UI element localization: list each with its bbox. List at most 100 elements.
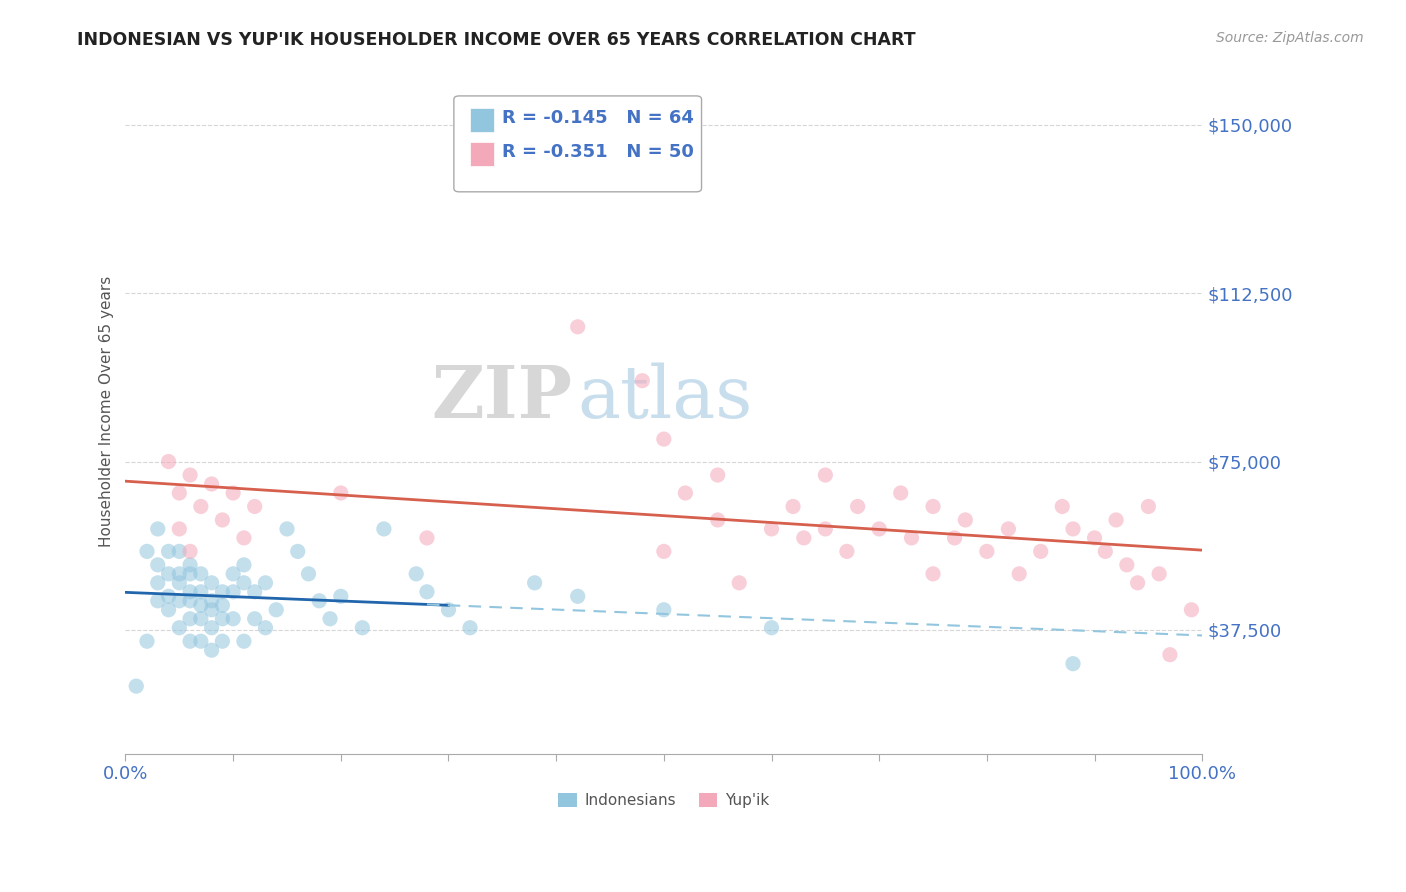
Point bbox=[169, 594, 191, 608]
Y-axis label: Householder Income Over 65 years: Householder Income Over 65 years bbox=[100, 276, 114, 547]
Point bbox=[190, 599, 212, 613]
Point bbox=[297, 566, 319, 581]
Point bbox=[1115, 558, 1137, 572]
Point bbox=[232, 531, 254, 545]
FancyBboxPatch shape bbox=[470, 108, 494, 132]
Point bbox=[1094, 544, 1116, 558]
Point bbox=[157, 590, 180, 604]
Point bbox=[211, 634, 233, 648]
Point bbox=[179, 584, 201, 599]
Point bbox=[179, 634, 201, 648]
Point bbox=[211, 599, 233, 613]
Point bbox=[1062, 657, 1084, 671]
Point bbox=[179, 468, 201, 483]
Point bbox=[222, 566, 245, 581]
Point bbox=[782, 500, 804, 514]
Point bbox=[157, 603, 180, 617]
Point bbox=[631, 374, 654, 388]
Point bbox=[1180, 603, 1202, 617]
Point bbox=[169, 621, 191, 635]
FancyBboxPatch shape bbox=[454, 96, 702, 192]
Point bbox=[190, 612, 212, 626]
Point bbox=[169, 544, 191, 558]
Point bbox=[437, 603, 460, 617]
Point bbox=[373, 522, 395, 536]
Point bbox=[190, 500, 212, 514]
Point bbox=[222, 584, 245, 599]
Point bbox=[179, 566, 201, 581]
Point bbox=[416, 584, 439, 599]
Point bbox=[793, 531, 815, 545]
Point bbox=[287, 544, 309, 558]
Point bbox=[1126, 575, 1149, 590]
Point bbox=[1083, 531, 1105, 545]
Text: R = -0.145   N = 64: R = -0.145 N = 64 bbox=[502, 109, 695, 127]
Text: R = -0.351   N = 50: R = -0.351 N = 50 bbox=[502, 143, 695, 161]
Point bbox=[169, 486, 191, 500]
Point bbox=[319, 612, 342, 626]
Point bbox=[190, 634, 212, 648]
Point bbox=[567, 590, 589, 604]
Point bbox=[179, 544, 201, 558]
Point bbox=[761, 621, 783, 635]
Point bbox=[900, 531, 922, 545]
Point bbox=[276, 522, 298, 536]
Point bbox=[157, 566, 180, 581]
Point bbox=[211, 612, 233, 626]
Point bbox=[943, 531, 966, 545]
Point bbox=[835, 544, 858, 558]
Point bbox=[329, 590, 352, 604]
Point bbox=[254, 621, 277, 635]
Point bbox=[308, 594, 330, 608]
Point bbox=[201, 575, 224, 590]
Point bbox=[211, 513, 233, 527]
Point bbox=[179, 594, 201, 608]
Point bbox=[567, 319, 589, 334]
FancyBboxPatch shape bbox=[470, 143, 494, 167]
Point bbox=[1159, 648, 1181, 662]
Point bbox=[761, 522, 783, 536]
Point bbox=[232, 558, 254, 572]
Point bbox=[232, 575, 254, 590]
Point bbox=[890, 486, 912, 500]
Point bbox=[652, 603, 675, 617]
Point bbox=[243, 584, 266, 599]
Point bbox=[1029, 544, 1052, 558]
Point bbox=[405, 566, 427, 581]
Point bbox=[1062, 522, 1084, 536]
Point bbox=[146, 594, 169, 608]
Point bbox=[523, 575, 546, 590]
Point bbox=[976, 544, 998, 558]
Point bbox=[814, 522, 837, 536]
Point bbox=[1105, 513, 1128, 527]
Point bbox=[201, 594, 224, 608]
Point bbox=[222, 486, 245, 500]
Point bbox=[136, 544, 159, 558]
Point bbox=[201, 603, 224, 617]
Point bbox=[352, 621, 374, 635]
Text: ZIP: ZIP bbox=[432, 362, 572, 433]
Point bbox=[146, 558, 169, 572]
Point bbox=[922, 566, 945, 581]
Point bbox=[136, 634, 159, 648]
Text: Source: ZipAtlas.com: Source: ZipAtlas.com bbox=[1216, 31, 1364, 45]
Point bbox=[814, 468, 837, 483]
Point bbox=[652, 432, 675, 446]
Point bbox=[157, 544, 180, 558]
Point bbox=[169, 522, 191, 536]
Point bbox=[146, 575, 169, 590]
Point bbox=[706, 513, 728, 527]
Point bbox=[673, 486, 696, 500]
Point bbox=[254, 575, 277, 590]
Point bbox=[211, 584, 233, 599]
Text: INDONESIAN VS YUP'IK HOUSEHOLDER INCOME OVER 65 YEARS CORRELATION CHART: INDONESIAN VS YUP'IK HOUSEHOLDER INCOME … bbox=[77, 31, 915, 49]
Point bbox=[846, 500, 869, 514]
Point bbox=[201, 643, 224, 657]
Point bbox=[706, 468, 728, 483]
Point bbox=[728, 575, 751, 590]
Point bbox=[652, 544, 675, 558]
Point bbox=[190, 584, 212, 599]
Point bbox=[458, 621, 481, 635]
Point bbox=[222, 612, 245, 626]
Point bbox=[169, 575, 191, 590]
